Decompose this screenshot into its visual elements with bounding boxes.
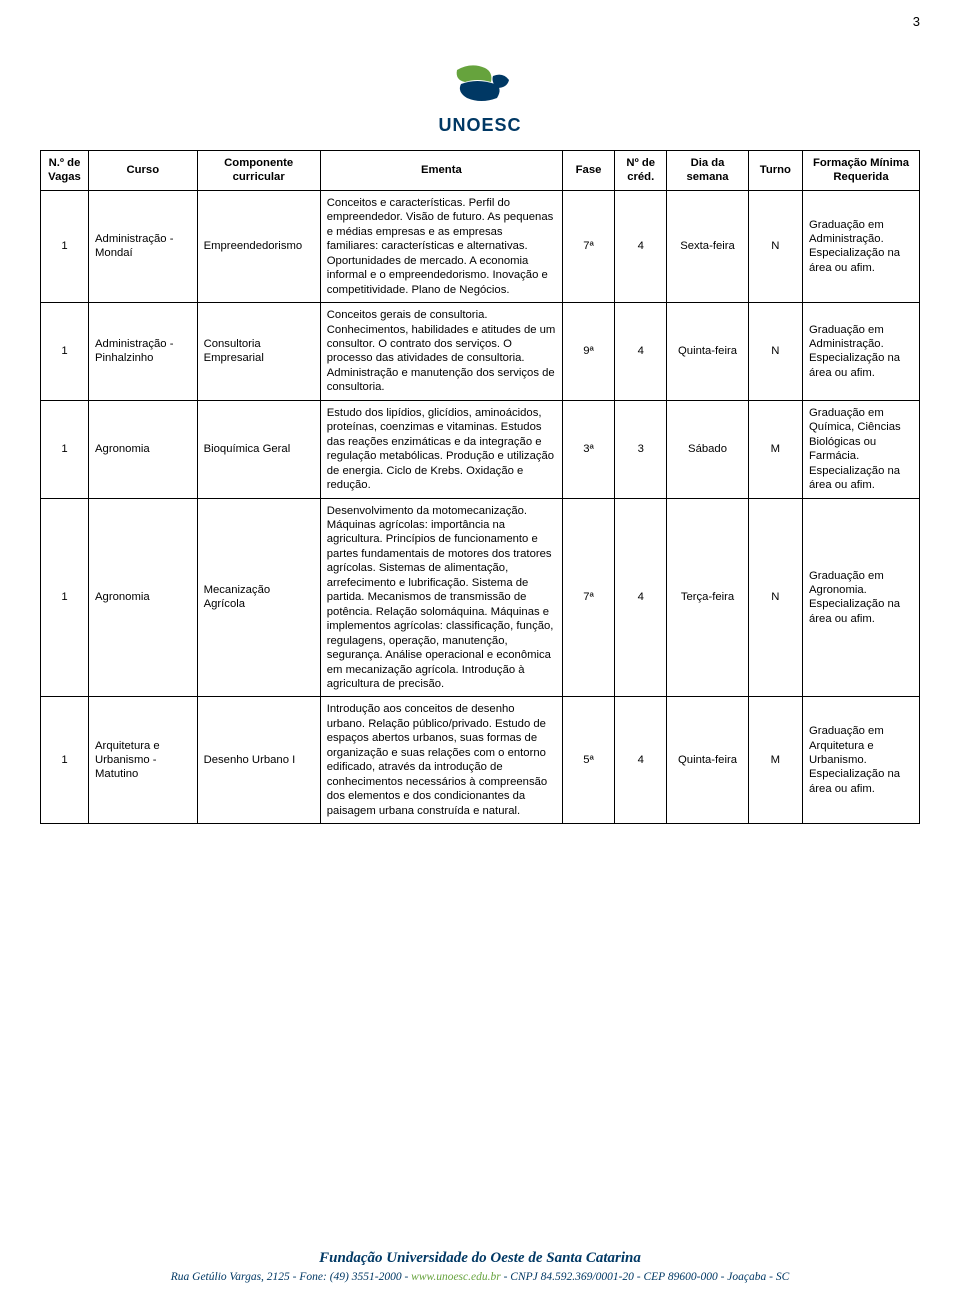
cell-fase: 3ª (562, 400, 614, 498)
cell-curso: Arquitetura e Urbanismo - Matutino (89, 697, 198, 824)
cell-curso: Agronomia (89, 400, 198, 498)
cell-componente: Bioquímica Geral (197, 400, 320, 498)
cell-cred: 4 (615, 498, 667, 697)
logo-block: UNOESC (0, 0, 960, 150)
cell-formacao: Graduação em Agronomia. Especialização n… (803, 498, 920, 697)
footer-title: Fundação Universidade do Oeste de Santa … (0, 1250, 960, 1267)
cell-vagas: 1 (41, 400, 89, 498)
col-header-ementa: Ementa (320, 151, 562, 191)
cell-cred: 3 (615, 400, 667, 498)
cell-componente: Consultoria Empresarial (197, 303, 320, 401)
cell-fase: 9ª (562, 303, 614, 401)
cell-dia: Quinta-feira (667, 697, 748, 824)
cell-formacao: Graduação em Administração. Especializaç… (803, 190, 920, 302)
table-row: 1AgronomiaMecanização AgrícolaDesenvolvi… (41, 498, 920, 697)
cell-turno: N (748, 498, 802, 697)
logo-text: UNOESC (0, 115, 960, 136)
cell-ementa: Introdução aos conceitos de desenho urba… (320, 697, 562, 824)
table-row: 1Administração - PinhalzinhoConsultoria … (41, 303, 920, 401)
col-header-formacao: Formação Mínima Requerida (803, 151, 920, 191)
cell-dia: Terça-feira (667, 498, 748, 697)
cell-ementa: Conceitos gerais de consultoria. Conheci… (320, 303, 562, 401)
cell-cred: 4 (615, 697, 667, 824)
cell-vagas: 1 (41, 498, 89, 697)
table-row: 1Arquitetura e Urbanismo - MatutinoDesen… (41, 697, 920, 824)
col-header-curso: Curso (89, 151, 198, 191)
col-header-turno: Turno (748, 151, 802, 191)
cell-curso: Administração - Pinhalzinho (89, 303, 198, 401)
cell-curso: Agronomia (89, 498, 198, 697)
cell-formacao: Graduação em Administração. Especializaç… (803, 303, 920, 401)
footer-prefix: Rua Getúlio Vargas, 2125 - Fone: (49) 35… (171, 1271, 411, 1283)
cell-turno: N (748, 190, 802, 302)
col-header-dia: Dia da semana (667, 151, 748, 191)
col-header-vagas: N.º de Vagas (41, 151, 89, 191)
cell-dia: Sábado (667, 400, 748, 498)
unoesc-logo-icon (437, 58, 523, 110)
cell-dia: Sexta-feira (667, 190, 748, 302)
cell-componente: Empreendedorismo (197, 190, 320, 302)
table-row: 1Administração - MondaíEmpreendedorismoC… (41, 190, 920, 302)
cell-formacao: Graduação em Arquitetura e Urbanismo. Es… (803, 697, 920, 824)
table-row: 1AgronomiaBioquímica GeralEstudo dos lip… (41, 400, 920, 498)
cell-fase: 7ª (562, 498, 614, 697)
table-header-row: N.º de Vagas Curso Componente curricular… (41, 151, 920, 191)
footer-address-line: Rua Getúlio Vargas, 2125 - Fone: (49) 35… (0, 1271, 960, 1283)
cell-ementa: Estudo dos lipídios, glicídios, aminoáci… (320, 400, 562, 498)
cell-vagas: 1 (41, 190, 89, 302)
cell-vagas: 1 (41, 303, 89, 401)
courses-table: N.º de Vagas Curso Componente curricular… (40, 150, 920, 824)
cell-turno: M (748, 697, 802, 824)
cell-fase: 5ª (562, 697, 614, 824)
col-header-componente: Componente curricular (197, 151, 320, 191)
cell-ementa: Conceitos e características. Perfil do e… (320, 190, 562, 302)
cell-fase: 7ª (562, 190, 614, 302)
page-number: 3 (913, 14, 920, 29)
cell-dia: Quinta-feira (667, 303, 748, 401)
cell-turno: N (748, 303, 802, 401)
cell-turno: M (748, 400, 802, 498)
col-header-cred: Nº de créd. (615, 151, 667, 191)
footer-suffix: - CNPJ 84.592.369/0001-20 - CEP 89600-00… (501, 1271, 790, 1283)
cell-vagas: 1 (41, 697, 89, 824)
col-header-fase: Fase (562, 151, 614, 191)
cell-cred: 4 (615, 303, 667, 401)
cell-ementa: Desenvolvimento da motomecanização. Máqu… (320, 498, 562, 697)
cell-formacao: Graduação em Química, Ciências Biológica… (803, 400, 920, 498)
cell-curso: Administração - Mondaí (89, 190, 198, 302)
page-footer: Fundação Universidade do Oeste de Santa … (0, 1250, 960, 1283)
footer-url: www.unoesc.edu.br (411, 1271, 501, 1283)
cell-cred: 4 (615, 190, 667, 302)
cell-componente: Mecanização Agrícola (197, 498, 320, 697)
cell-componente: Desenho Urbano I (197, 697, 320, 824)
